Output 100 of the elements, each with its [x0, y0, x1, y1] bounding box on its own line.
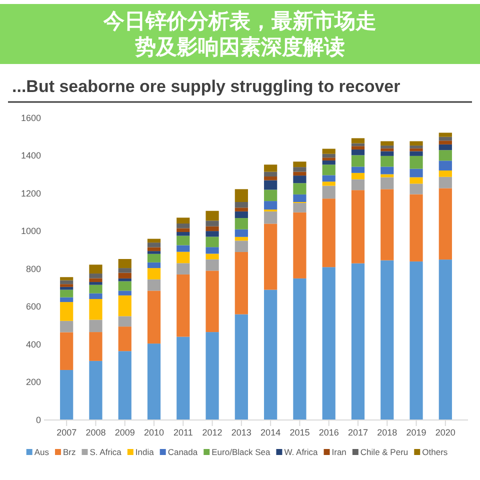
legend-label: S. Africa: [90, 447, 122, 457]
bar: [147, 262, 161, 268]
bar: [264, 164, 278, 172]
legend-label: Euro/Black Sea: [212, 447, 270, 457]
bar: [118, 316, 132, 327]
bar: [410, 177, 423, 184]
bar: [89, 278, 102, 282]
bar: [206, 220, 219, 226]
x-tick-label: 2019: [406, 427, 426, 438]
bar: [206, 226, 219, 232]
bar: [438, 150, 452, 161]
bar: [380, 260, 394, 420]
x-tick-label: 2012: [202, 427, 222, 438]
bar: [206, 270, 219, 332]
bar: [380, 151, 394, 156]
bar: [322, 148, 336, 154]
bar: [293, 194, 306, 202]
bar: [380, 156, 394, 167]
bar: [264, 224, 278, 290]
bar: [60, 284, 74, 287]
x-tick-label: 2016: [318, 427, 339, 438]
bar: [438, 140, 452, 144]
bar: [234, 218, 248, 230]
text: 今日锌价分析表，最新市场走势及影响因素深度解读: [102, 9, 376, 59]
bar: [438, 260, 452, 420]
y-tick-label: 1400: [20, 150, 41, 161]
bar: [176, 245, 190, 252]
bar: [438, 170, 452, 177]
legend-label: Canada: [168, 447, 198, 457]
bar: [293, 162, 306, 168]
y-tick-label: 800: [26, 264, 41, 274]
bar: [351, 138, 365, 144]
bar: [147, 254, 161, 262]
bar: [118, 281, 132, 291]
bar: [264, 180, 278, 190]
bar: [380, 174, 394, 178]
bar: [264, 201, 278, 210]
bar: [351, 155, 365, 167]
bar: [118, 290, 132, 296]
bar: [264, 172, 278, 177]
bar: [322, 154, 336, 158]
bar: [60, 320, 74, 332]
bar: [234, 229, 248, 237]
bar: [176, 232, 190, 236]
bar: [293, 212, 306, 278]
bar: [89, 360, 102, 420]
bar: [89, 274, 102, 278]
bar: [293, 278, 306, 420]
bar: [147, 251, 161, 254]
bar: [206, 231, 219, 237]
bar: [89, 320, 102, 332]
bar: [89, 332, 102, 361]
bar: [176, 252, 190, 264]
x-tick-label: 2018: [377, 427, 398, 438]
bar: [206, 247, 219, 254]
bar: [264, 290, 278, 420]
bar: [89, 284, 102, 294]
bar: [147, 290, 161, 344]
bar: [234, 189, 248, 202]
bar: [206, 254, 219, 260]
bar: [380, 166, 394, 174]
bar: [438, 144, 452, 150]
bar: [293, 183, 306, 194]
bar: [322, 182, 336, 186]
bar: [322, 158, 336, 160]
bar: [89, 293, 102, 300]
bar: [176, 228, 190, 232]
bar: [176, 236, 190, 246]
bar: [147, 242, 161, 248]
bar: [410, 184, 423, 194]
bar: [60, 286, 74, 290]
bar: [293, 202, 306, 212]
bar: [293, 167, 306, 172]
bar: [89, 264, 102, 274]
chart-title: ...But seaborne ore supply struggling to recover: [12, 77, 401, 96]
bar: [410, 151, 423, 156]
bar: [351, 190, 365, 264]
x-tick-label: 2009: [114, 427, 135, 438]
bar: [234, 252, 248, 314]
bar: [118, 326, 132, 352]
bar: [351, 146, 365, 150]
bar: [380, 146, 394, 148]
bar: [264, 211, 278, 224]
bar: [118, 268, 132, 273]
bar: [293, 172, 306, 176]
bar: [351, 263, 365, 420]
bar: [60, 290, 74, 298]
legend-label: Aus: [34, 447, 49, 457]
bar: [206, 259, 219, 271]
bar: [176, 274, 190, 337]
x-tick-label: 2020: [435, 427, 456, 438]
bar: [147, 247, 161, 252]
bar: [410, 146, 423, 148]
bar: [322, 198, 336, 268]
bar: [147, 344, 161, 420]
bar: [351, 172, 365, 180]
x-tick-label: 2015: [290, 427, 310, 438]
x-tick-label: 2013: [231, 427, 252, 438]
x-tick-label: 2007: [56, 427, 77, 438]
y-tick-label: 200: [26, 377, 41, 388]
